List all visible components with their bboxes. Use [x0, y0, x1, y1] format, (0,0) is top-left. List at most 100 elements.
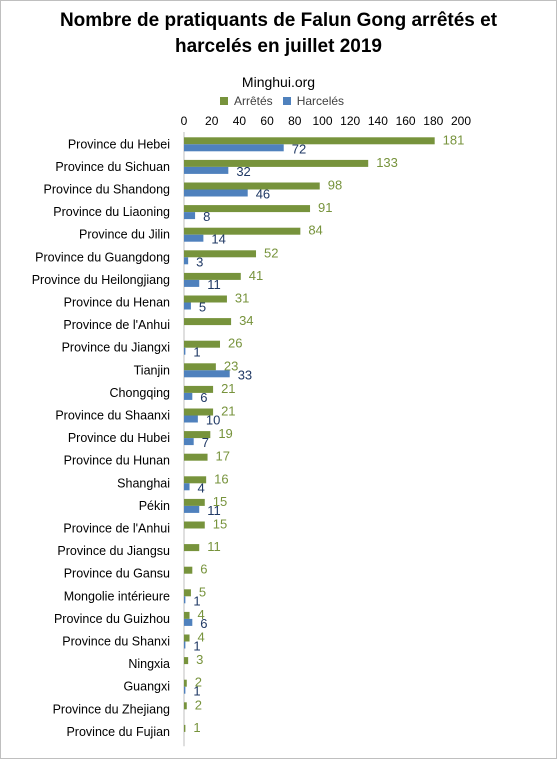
bar-arretes [184, 498, 205, 506]
bar-arretes [184, 634, 190, 642]
category-label: Province de l'Anhui [63, 318, 170, 332]
bar-harceles [184, 483, 190, 491]
category-label: Province du Hunan [64, 454, 170, 468]
category-label: Province du Hebei [68, 137, 170, 151]
x-tick-label: 40 [233, 114, 247, 128]
category-label: Pékin [139, 499, 170, 513]
data-label-arretes: 23 [224, 358, 238, 373]
category-label: Tianjin [134, 363, 170, 377]
data-label-arretes: 31 [235, 291, 249, 306]
bar-harceles [184, 189, 248, 197]
bar-arretes [184, 611, 190, 619]
bar-harceles [184, 415, 198, 423]
data-label-arretes: 3 [196, 652, 203, 667]
bar-harceles [184, 641, 186, 649]
bar-arretes [184, 205, 311, 213]
x-tick-label: 120 [340, 114, 360, 128]
bar-arretes [184, 453, 208, 461]
bar-harceles [184, 234, 204, 242]
bar-arretes [184, 702, 187, 710]
data-label-harceles: 8 [203, 209, 210, 224]
chart-subtitle: Minghui.org [241, 74, 316, 90]
bar-harceles [184, 144, 284, 152]
x-tick-label: 60 [260, 114, 274, 128]
data-label-arretes: 26 [228, 336, 242, 351]
data-label-harceles: 1 [193, 639, 200, 654]
data-label-arretes: 4 [198, 607, 205, 622]
data-label-harceles: 4 [198, 480, 205, 495]
data-label-harceles: 11 [207, 503, 221, 518]
bar-arretes [184, 566, 193, 574]
x-tick-label: 180 [423, 114, 443, 128]
data-label-harceles: 32 [236, 164, 250, 179]
legend-swatch-arretes [220, 97, 228, 105]
category-label: Guangxi [123, 680, 170, 694]
data-label-arretes: 41 [249, 268, 263, 283]
bar-harceles [184, 596, 186, 604]
category-label: Ningxia [128, 657, 170, 671]
bar-harceles [184, 392, 193, 400]
category-label: Province du Gansu [64, 567, 170, 581]
data-label-arretes: 5 [199, 584, 206, 599]
bar-arretes [184, 544, 200, 552]
category-label: Province de l'Anhui [63, 522, 170, 536]
data-label-arretes: 16 [214, 471, 228, 486]
data-label-harceles: 7 [202, 435, 209, 450]
bar-harceles [184, 302, 191, 310]
category-label: Province du Sichuan [55, 160, 170, 174]
bar-harceles [184, 505, 200, 513]
category-label: Province du Shanxi [62, 635, 170, 649]
bar-arretes [184, 159, 369, 167]
category-label: Chongqing [110, 386, 171, 400]
bar-arretes [184, 295, 227, 303]
bar-arretes [184, 476, 207, 484]
category-label: Mongolie intérieure [64, 589, 170, 603]
data-label-arretes: 21 [221, 404, 235, 419]
bar-harceles [184, 618, 193, 626]
category-label: Province du Zhejiang [53, 702, 170, 716]
data-label-harceles: 5 [199, 300, 206, 315]
bar-arretes [184, 589, 191, 597]
category-label: Province du Guizhou [54, 612, 170, 626]
data-label-harceles: 1 [193, 345, 200, 360]
category-label: Province du Jiangsu [57, 544, 170, 558]
data-label-harceles: 72 [292, 141, 306, 156]
bar-arretes [184, 408, 214, 416]
data-label-arretes: 11 [207, 539, 221, 554]
data-label-arretes: 84 [308, 223, 322, 238]
data-label-arretes: 34 [239, 313, 253, 328]
bar-harceles [184, 370, 230, 378]
data-label-harceles: 6 [200, 616, 207, 631]
x-tick-label: 200 [451, 114, 471, 128]
bar-harceles [184, 257, 189, 265]
data-label-arretes: 15 [213, 517, 227, 532]
data-label-arretes: 6 [200, 562, 207, 577]
category-label: Province du Hubei [68, 431, 170, 445]
category-label: Province du Shandong [44, 183, 171, 197]
bar-arretes [184, 340, 221, 348]
category-label: Province du Jilin [79, 228, 170, 242]
category-label: Province du Heilongjiang [32, 273, 170, 287]
bar-arretes [184, 679, 187, 687]
bar-arretes [184, 272, 241, 280]
bar-arretes [184, 363, 216, 371]
bar-harceles [184, 686, 186, 694]
bar-harceles [184, 279, 200, 287]
category-label: Province du Guangdong [35, 250, 170, 264]
data-label-arretes: 4 [198, 630, 205, 645]
category-label: Province du Shaanxi [55, 409, 170, 423]
bar-arretes [184, 431, 211, 439]
data-label-arretes: 98 [328, 178, 342, 193]
bar-harceles [184, 438, 194, 446]
bar-arretes [184, 182, 320, 190]
category-label: Province du Liaoning [53, 205, 170, 219]
legend-label-arretes: Arrêtés [234, 94, 273, 108]
bar-arretes [184, 521, 205, 529]
data-label-arretes: 15 [213, 494, 227, 509]
data-label-arretes: 91 [318, 200, 332, 215]
chart-legend: Arrêtés Harcelés [220, 94, 344, 108]
bar-harceles [184, 166, 229, 174]
data-label-harceles: 1 [193, 593, 200, 608]
data-label-harceles: 6 [200, 390, 207, 405]
